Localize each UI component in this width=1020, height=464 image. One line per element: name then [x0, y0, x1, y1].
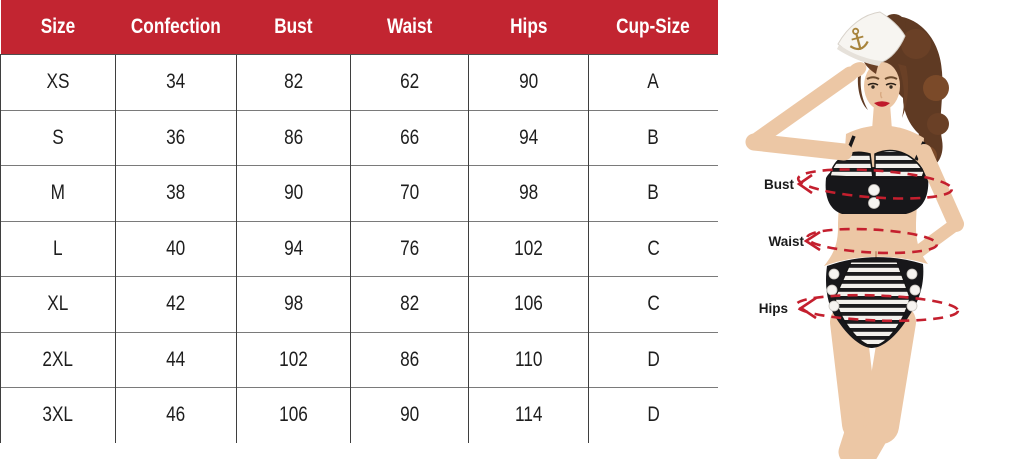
- cell-size: XL: [0, 276, 116, 332]
- hips-label: Hips: [759, 301, 788, 316]
- waist-arrow: [803, 230, 821, 252]
- cell-waist: 90: [350, 387, 469, 443]
- lips: [874, 101, 890, 107]
- nose: [879, 91, 883, 99]
- column-header-confection: Confection: [115, 0, 237, 55]
- size-table: Size Confection Bust Waist Hips Cup-Size…: [0, 0, 718, 443]
- bust-arrow: [796, 173, 813, 195]
- column-header-waist: Waist: [350, 0, 469, 55]
- saluting-arm: [745, 62, 867, 161]
- bikini-bottom-buttons: [826, 268, 921, 312]
- cell-confection: 46: [115, 387, 237, 443]
- bust-label: Bust: [764, 177, 795, 192]
- cell-waist: 76: [350, 220, 469, 277]
- table-row-2xl: 2XL 44 102 86 110 D: [0, 331, 718, 388]
- eye-right: [889, 85, 893, 89]
- cell-waist: 66: [350, 109, 469, 166]
- cell-bust: 90: [236, 165, 351, 221]
- cell-hips: 94: [468, 109, 589, 166]
- cell-size: XS: [0, 54, 116, 110]
- table-row-3xl: 3XL 46 106 90 114 D: [0, 387, 718, 443]
- saluting-hand: [847, 62, 867, 78]
- cell-confection: 36: [115, 109, 237, 166]
- cell-cup: D: [588, 331, 718, 388]
- cell-cup: D: [588, 387, 718, 443]
- column-header-cup-size: Cup-Size: [588, 0, 718, 55]
- model-legs: [830, 304, 916, 464]
- eye-left: [871, 85, 875, 89]
- table-row-s: S 36 86 66 94 B: [0, 109, 718, 166]
- bust-ellipse: [796, 168, 954, 200]
- cell-waist: 82: [350, 276, 469, 332]
- cell-hips: 106: [468, 276, 589, 332]
- cell-size: S: [0, 109, 116, 166]
- table-row-m: M 38 90 70 98 B: [0, 165, 718, 221]
- hips-ellipse: [794, 293, 960, 323]
- cell-bust: 82: [236, 54, 351, 110]
- model-face: [864, 62, 900, 110]
- column-header-size: Size: [0, 0, 116, 55]
- anchor-icon: [849, 27, 869, 51]
- table-row-l: L 40 94 76 102 C: [0, 220, 718, 277]
- measurement-figure: Bust Waist Hips: [730, 0, 1020, 464]
- cell-confection: 44: [115, 331, 237, 388]
- waist-label: Waist: [768, 234, 804, 249]
- cell-bust: 94: [236, 220, 351, 277]
- bikini-top-buttons: [868, 184, 880, 209]
- cell-confection: 42: [115, 276, 237, 332]
- sailor-hat: [837, 11, 906, 66]
- bikini-bottom: [826, 257, 924, 348]
- cell-size: M: [0, 165, 116, 221]
- cell-cup: C: [588, 276, 718, 332]
- cell-hips: 102: [468, 220, 589, 277]
- cell-cup: A: [588, 54, 718, 110]
- column-header-hips: Hips: [468, 0, 589, 55]
- cell-cup: B: [588, 109, 718, 166]
- cell-bust: 98: [236, 276, 351, 332]
- cell-waist: 62: [350, 54, 469, 110]
- cell-cup: C: [588, 220, 718, 277]
- cell-confection: 38: [115, 165, 237, 221]
- cell-bust: 102: [236, 331, 351, 388]
- waist-ellipse: [805, 227, 939, 255]
- cell-bust: 106: [236, 387, 351, 443]
- cell-hips: 114: [468, 387, 589, 443]
- cell-size: L: [0, 220, 116, 277]
- cell-size: 3XL: [0, 387, 116, 443]
- cell-size: 2XL: [0, 331, 116, 388]
- cell-confection: 40: [115, 220, 237, 277]
- cell-waist: 70: [350, 165, 469, 221]
- cell-hips: 90: [468, 54, 589, 110]
- cell-bust: 86: [236, 109, 351, 166]
- cell-confection: 34: [115, 54, 237, 110]
- cell-hips: 110: [468, 331, 589, 388]
- measurement-annotations: [794, 168, 960, 323]
- model-illustration: Bust Waist Hips: [745, 11, 964, 464]
- eyebrow-left: [866, 76, 880, 80]
- column-header-bust: Bust: [236, 0, 351, 55]
- cell-cup: B: [588, 165, 718, 221]
- table-row-xl: XL 42 98 82 106 C: [0, 276, 718, 332]
- cell-hips: 98: [468, 165, 589, 221]
- hips-arrow: [798, 296, 817, 320]
- cell-waist: 86: [350, 331, 469, 388]
- eyebrow-right: [884, 76, 898, 80]
- table-header-row: Size Confection Bust Waist Hips Cup-Size: [0, 0, 718, 55]
- table-row-xs: XS 34 82 62 90 A: [0, 54, 718, 110]
